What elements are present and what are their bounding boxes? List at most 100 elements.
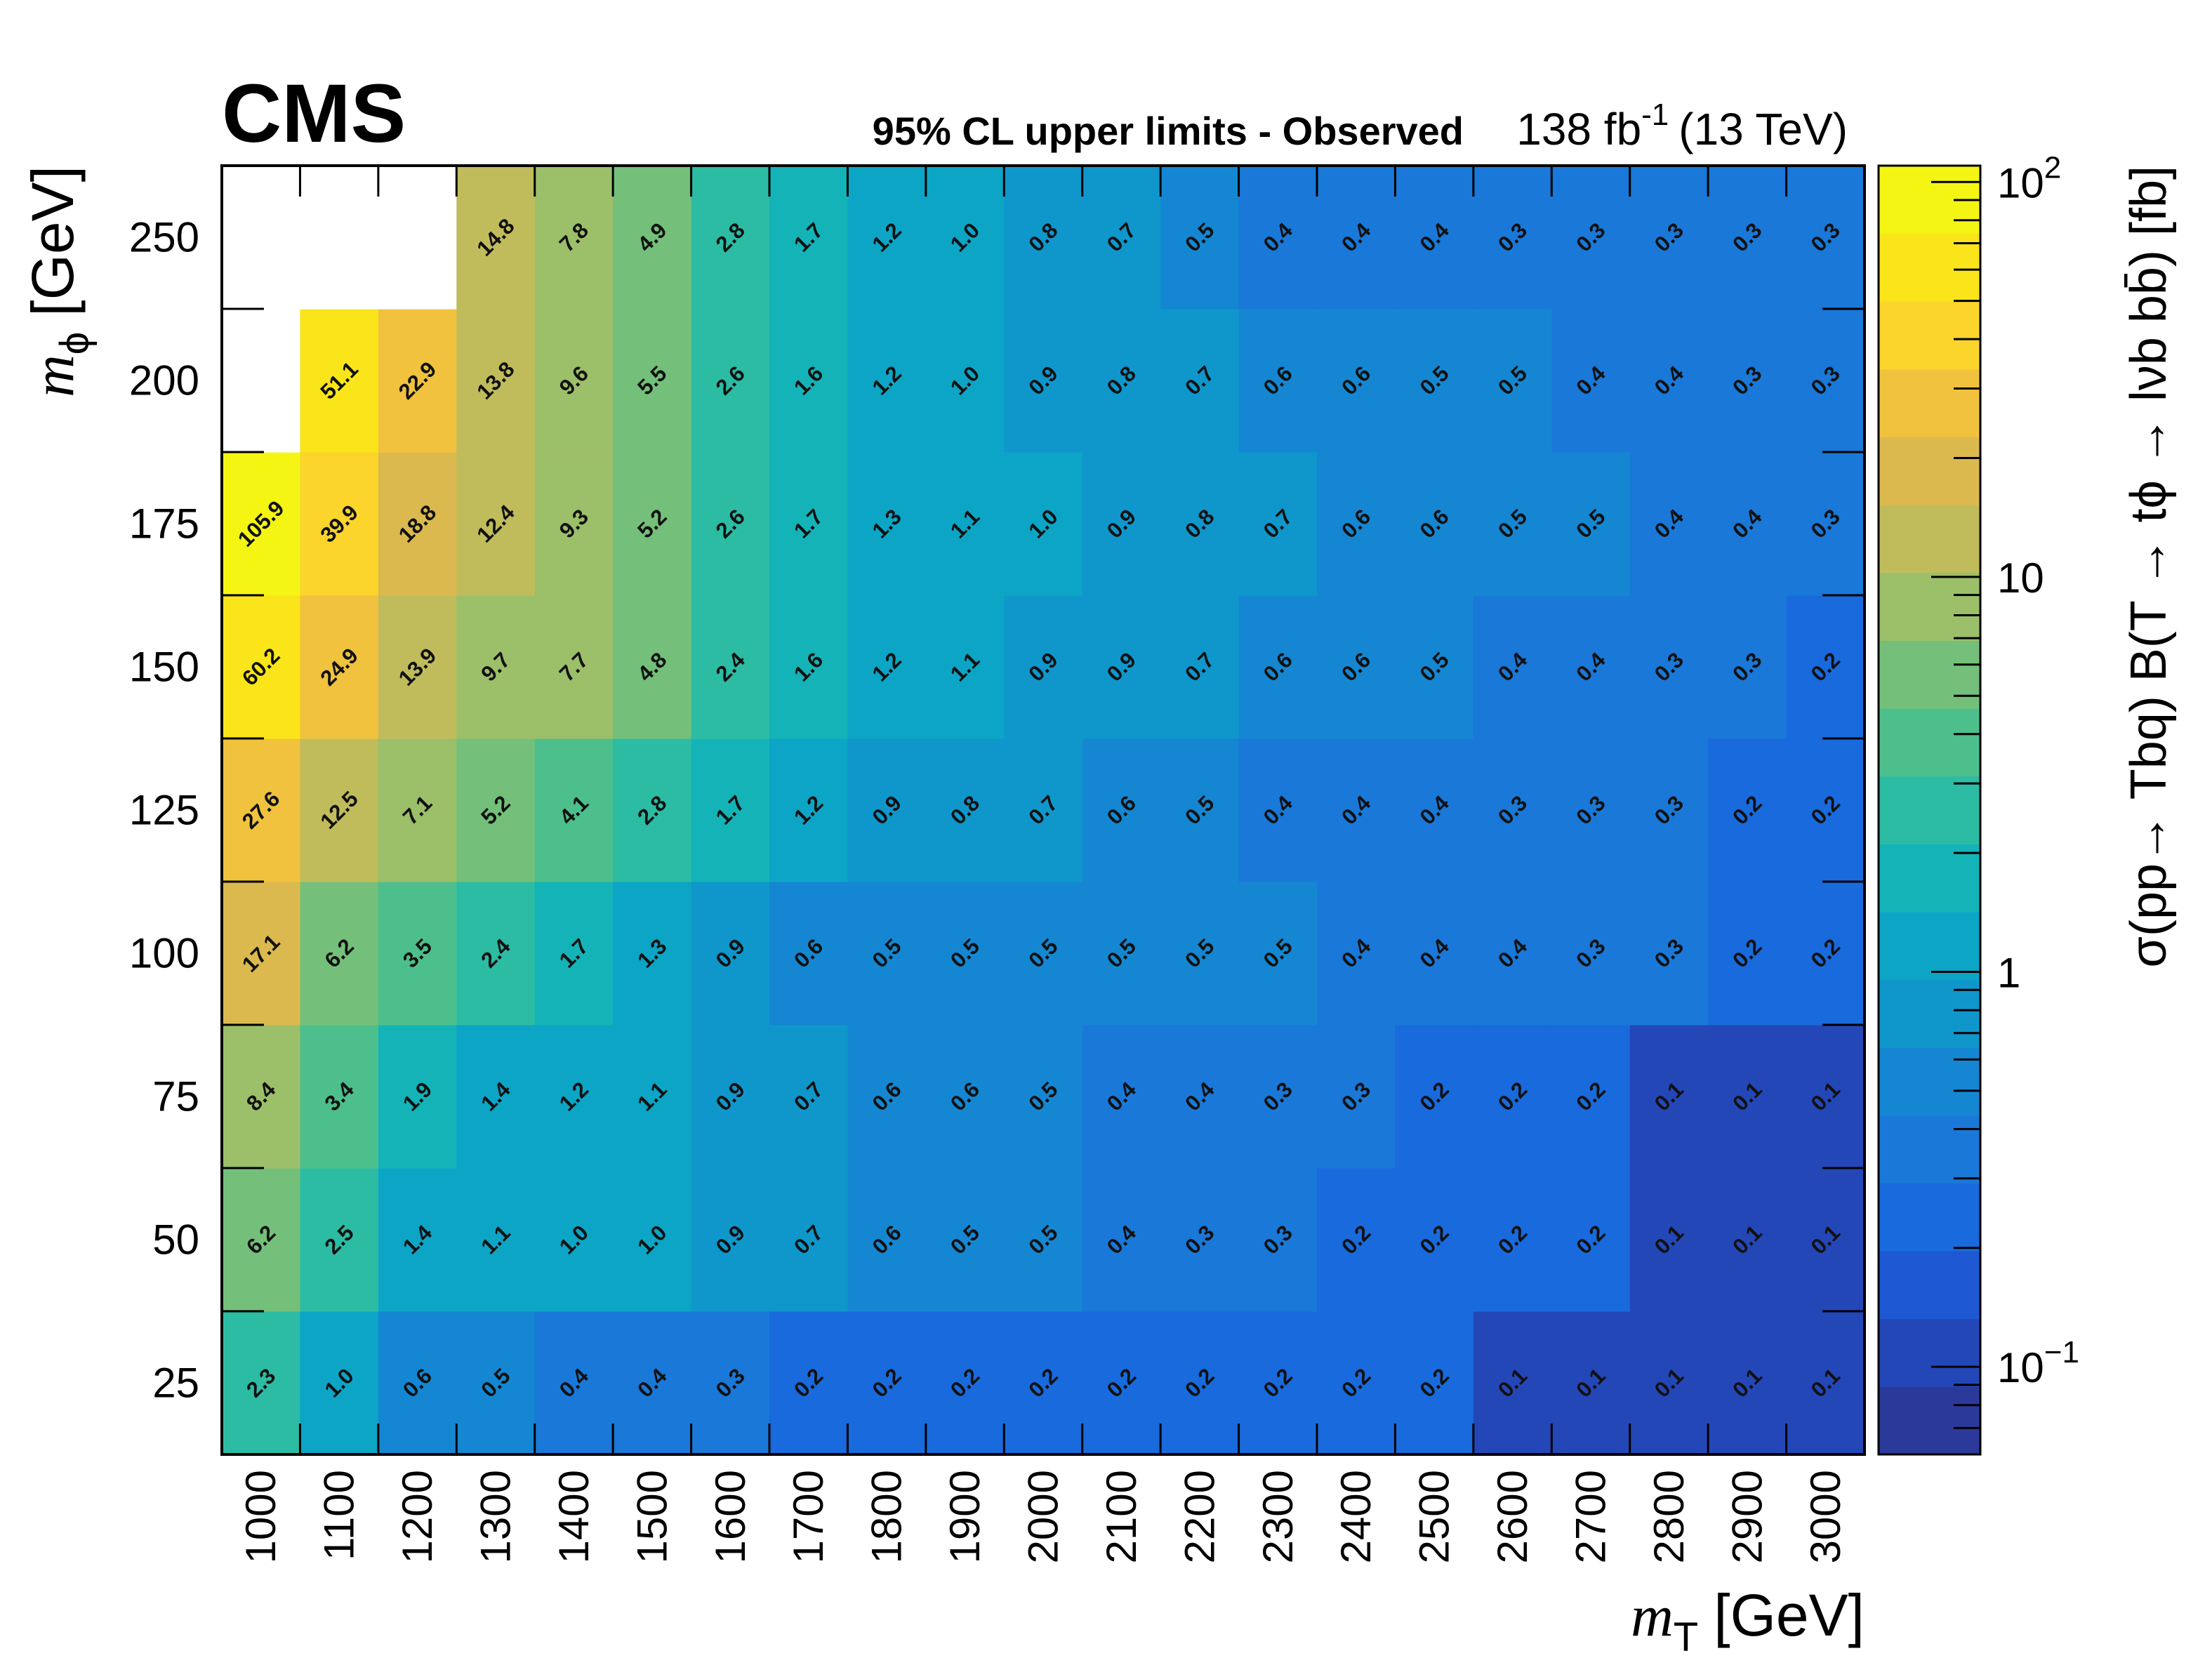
heatmap-cell (769, 738, 849, 882)
heatmap-cell (925, 166, 1005, 310)
x-tick-label: 2200 (1176, 1470, 1223, 1563)
heatmap-cell (1317, 1025, 1396, 1169)
x-tick-label: 2000 (1020, 1470, 1067, 1563)
heatmap-cell (534, 595, 614, 739)
heatmap-cell (925, 738, 1005, 882)
heatmap-cell (925, 1025, 1005, 1169)
heatmap-cell (1629, 1025, 1709, 1169)
energy-label: (13 TeV) (1678, 104, 1848, 154)
x-tick-label: 2500 (1411, 1470, 1458, 1563)
heatmap-cell (925, 452, 1005, 596)
heatmap-cell (1395, 452, 1474, 596)
heatmap-cell (222, 1168, 301, 1312)
heatmap-cell (847, 309, 927, 453)
heatmap-cell (1786, 452, 1865, 596)
heatmap-cell (1551, 1168, 1631, 1312)
heatmap-cell (1708, 1025, 1787, 1169)
heatmap-cell (1473, 1025, 1552, 1169)
colorbar-segment (1879, 437, 1980, 505)
heatmap-cell (925, 309, 1005, 453)
heatmap-cell (1004, 1168, 1083, 1312)
y-tick-label: 250 (129, 214, 199, 261)
heatmap-cell (1473, 166, 1552, 310)
heatmap-cell (1629, 166, 1709, 310)
heatmap-cell (1395, 738, 1474, 882)
heatmap-cell (925, 595, 1005, 739)
heatmap-cell (847, 882, 927, 1026)
heatmap-cell (1004, 166, 1083, 310)
heatmap-cell (769, 452, 849, 596)
heatmap-cell (1082, 595, 1161, 739)
y-tick-label: 125 (129, 787, 199, 834)
heatmap-cell (1004, 595, 1083, 739)
heatmap-cell (1160, 166, 1240, 310)
heatmap-cell (1317, 1311, 1396, 1455)
heatmap-cell (456, 166, 536, 310)
heatmap-cell (1473, 309, 1552, 453)
heatmap-cell (1238, 1311, 1318, 1455)
heatmap-cell (925, 882, 1005, 1026)
heatmap-cell (769, 1311, 849, 1455)
y-tick-labels: 25 50 75 100 125 150 175 200 250 (129, 214, 199, 1407)
heatmap-cell (1629, 309, 1709, 453)
heatmap-cell (1708, 309, 1787, 453)
heatmap-cell (1395, 1168, 1474, 1312)
colorbar-segment (1879, 233, 1980, 302)
colorbar-tick-label: 10 (1997, 555, 2044, 602)
heatmap-cell (456, 1168, 536, 1312)
heatmap-cell (1786, 738, 1865, 882)
heatmap-cell (300, 309, 379, 453)
heatmap-cell (1160, 1025, 1240, 1169)
heatmap-cell (847, 738, 927, 882)
heatmap-cell (300, 452, 379, 596)
heatmap-cell (1708, 882, 1787, 1026)
heatmap-cell (1629, 882, 1709, 1026)
y-tick-label: 75 (152, 1073, 199, 1120)
heatmap-cell (1395, 166, 1474, 310)
heatmap-cell (300, 1311, 379, 1455)
colorbar (1879, 166, 1980, 1455)
heatmap-cell (300, 882, 379, 1026)
colorbar-segment (1879, 708, 1980, 777)
heatmap-cell (378, 595, 457, 739)
x-tick-label: 2400 (1332, 1470, 1379, 1563)
colorbar-segment (1879, 1251, 1980, 1320)
heatmap-cell (1708, 1168, 1787, 1312)
colorbar-segment (1879, 1047, 1980, 1116)
heatmap-cell (534, 452, 614, 596)
x-tick-label: 3000 (1802, 1470, 1849, 1563)
heatmap-cell (1082, 309, 1161, 453)
heatmap-cell (925, 1311, 1005, 1455)
colorbar-ticks: 10−1 1 10 102 (1931, 150, 2079, 1456)
heatmap-cell (1317, 166, 1396, 310)
heatmap-cells (222, 166, 1865, 1455)
heatmap-cell (222, 309, 301, 453)
heatmap-cell (613, 738, 692, 882)
heatmap-cell (300, 166, 379, 310)
heatmap-cell (378, 1311, 457, 1455)
x-tick-label: 2700 (1568, 1470, 1615, 1563)
heatmap-cell (534, 1025, 614, 1169)
heatmap-cell (847, 1168, 927, 1312)
heatmap-cell (1708, 1311, 1787, 1455)
heatmap-cell (456, 452, 536, 596)
lumi-label: 138 fb-1 (13 TeV) (1516, 98, 1848, 154)
x-tick-label: 1400 (550, 1470, 597, 1563)
heatmap-cell (222, 166, 301, 310)
heatmap-cell (769, 1025, 849, 1169)
x-tick-label: 1500 (628, 1470, 675, 1563)
heatmap-cell (300, 1168, 379, 1312)
z-axis-title: σ(pp→ Tbq) B(T → tϕ → lνb bb̄) [fb] (2121, 166, 2177, 967)
heatmap-cell (534, 738, 614, 882)
x-tick-label: 1000 (237, 1470, 284, 1563)
heatmap-cell (847, 452, 927, 596)
heatmap-cell (222, 452, 301, 596)
x-tick-label: 1100 (316, 1470, 363, 1560)
heatmap-cell (1473, 595, 1552, 739)
heatmap-cell (1317, 595, 1396, 739)
heatmap-cell (222, 1025, 301, 1169)
heatmap-cell (1629, 1168, 1709, 1312)
heatmap-cell (769, 882, 849, 1026)
colorbar-tick-label: 102 (1997, 150, 2061, 206)
heatmap-cell (1160, 882, 1240, 1026)
